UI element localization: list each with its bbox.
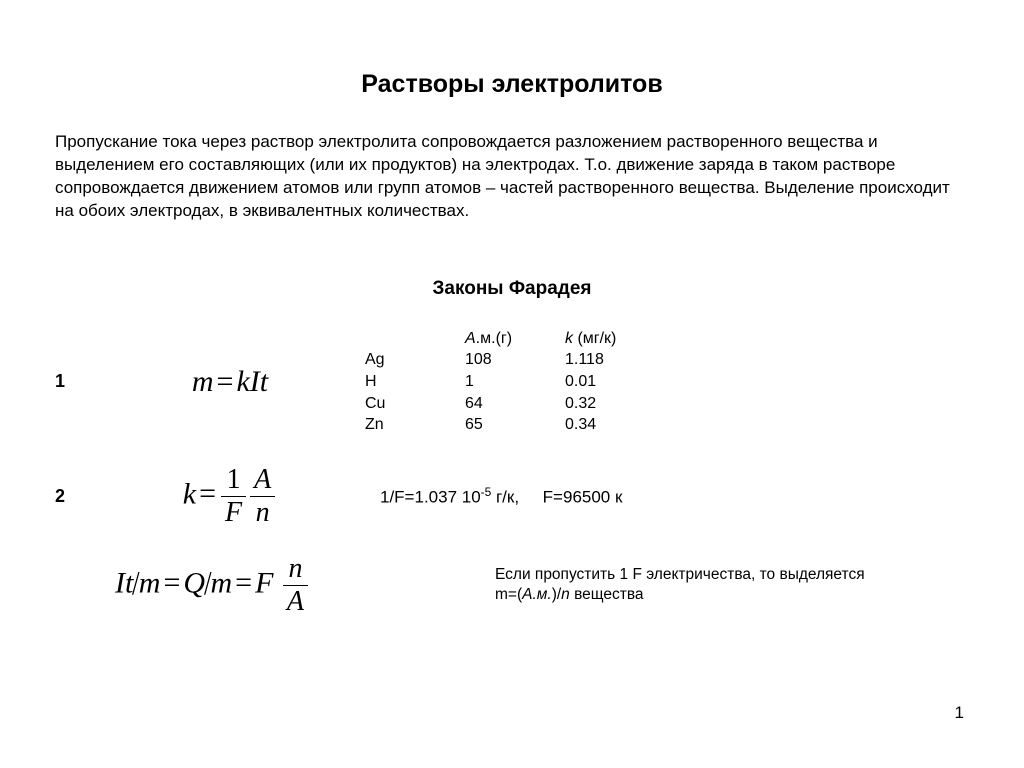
formula-2-slot: k=1FAn — [115, 464, 345, 529]
derived-note-text: Если пропустить 1 F электричества, то вы… — [495, 565, 865, 605]
table-cell-am: 1 — [465, 371, 565, 393]
table-row: Zn 65 0.34 — [365, 414, 645, 436]
table-cell-k: 0.32 — [565, 393, 645, 415]
law-1-row: 1 m=kIt А.м.(г) k (мг/к) Ag 108 1.118 H … — [55, 328, 969, 436]
table-cell-el: Cu — [365, 393, 465, 415]
table-row: H 1 0.01 — [365, 371, 645, 393]
table-cell-k: 1.118 — [565, 349, 645, 371]
table-header-am: А.м.(г) — [465, 328, 565, 350]
table-cell-k: 0.01 — [565, 371, 645, 393]
formula-3-slot: It/m=Q/m=F nA — [115, 553, 455, 618]
table-cell-el: H — [365, 371, 465, 393]
slide-content: Растворы электролитов Пропускание тока ч… — [0, 0, 1024, 618]
formula-3: It/m=Q/m=F nA — [115, 553, 310, 618]
table-cell-el: Ag — [365, 349, 465, 371]
table-cell-k: 0.34 — [565, 414, 645, 436]
table-cell-el: Zn — [365, 414, 465, 436]
faraday-constant-text: 1/F=1.037 10-5 г/к, F=96500 к — [380, 485, 622, 508]
constants-table: А.м.(г) k (мг/к) Ag 108 1.118 H 1 0.01 C… — [365, 328, 645, 436]
derived-formula-row: It/m=Q/m=F nA Если пропустить 1 F электр… — [55, 553, 969, 618]
table-cell-am: 108 — [465, 349, 565, 371]
table-row: Ag 108 1.118 — [365, 349, 645, 371]
law-1-number: 1 — [55, 371, 115, 392]
table-cell-am: 64 — [465, 393, 565, 415]
table-row: Cu 64 0.32 — [365, 393, 645, 415]
formula-1: m=kIt — [192, 365, 268, 399]
section-subtitle: Законы Фарадея — [55, 278, 969, 300]
table-cell-am: 65 — [465, 414, 565, 436]
page-number: 1 — [955, 703, 964, 723]
page-title: Растворы электролитов — [55, 70, 969, 99]
law-2-number: 2 — [55, 486, 115, 507]
table-header-blank — [365, 328, 465, 350]
formula-2: k=1FAn — [183, 464, 277, 529]
table-header-k: k (мг/к) — [565, 328, 645, 350]
table-header-row: А.м.(г) k (мг/к) — [365, 328, 645, 350]
law-2-row: 2 k=1FAn 1/F=1.037 10-5 г/к, F=96500 к — [55, 464, 969, 529]
formula-1-slot: m=kIt — [115, 365, 345, 399]
intro-paragraph: Пропускание тока через раствор электроли… — [55, 131, 969, 223]
